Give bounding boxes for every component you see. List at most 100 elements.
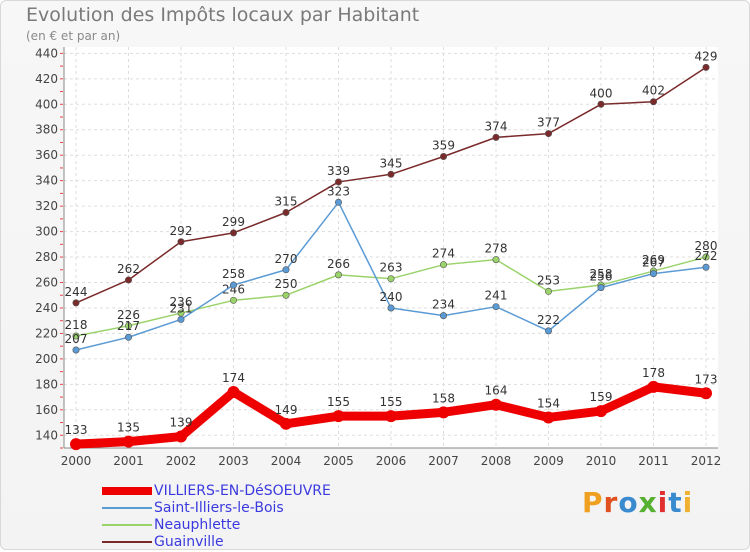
data-point xyxy=(700,387,712,400)
data-label: 269 xyxy=(642,253,665,267)
data-label: 266 xyxy=(327,257,350,271)
x-tick-label: 2001 xyxy=(113,454,144,468)
data-label: 246 xyxy=(222,282,245,296)
data-label: 174 xyxy=(222,371,245,385)
legend-swatch-saint-illiers xyxy=(102,507,152,509)
chart-title: Evolution des Impôts locaux par Habitant xyxy=(26,4,420,26)
x-tick-label: 2007 xyxy=(428,454,459,468)
logo-letter: o xyxy=(618,486,639,519)
data-label: 345 xyxy=(380,156,403,170)
data-label: 272 xyxy=(695,249,718,263)
data-label: 154 xyxy=(537,396,560,410)
data-label: 299 xyxy=(222,215,245,229)
data-label: 274 xyxy=(432,247,455,261)
data-point xyxy=(542,411,555,424)
data-point xyxy=(177,238,185,246)
data-label: 207 xyxy=(65,332,88,346)
data-point xyxy=(230,281,238,289)
data-point xyxy=(280,417,292,430)
logo-letter: i xyxy=(657,486,669,519)
data-point xyxy=(544,130,552,138)
data-label: 164 xyxy=(485,384,508,398)
data-label: 222 xyxy=(537,313,560,327)
data-point xyxy=(227,385,240,398)
data-point xyxy=(387,170,395,178)
data-point xyxy=(282,291,290,299)
data-label: 262 xyxy=(117,262,140,276)
x-tick-label: 2002 xyxy=(166,454,197,468)
legend-swatch-villiers xyxy=(102,487,152,495)
data-point xyxy=(282,266,290,274)
data-label: 278 xyxy=(485,242,508,256)
data-label: 359 xyxy=(432,138,455,152)
data-point xyxy=(702,263,710,271)
data-label: 400 xyxy=(590,86,613,100)
data-point xyxy=(332,410,345,423)
data-point xyxy=(70,438,82,451)
data-label: 256 xyxy=(590,270,613,284)
legend-swatch-neauphlette xyxy=(102,524,152,526)
data-label: 226 xyxy=(117,308,140,322)
y-tick-label: 420 xyxy=(35,72,58,86)
data-point xyxy=(595,405,607,418)
data-label: 258 xyxy=(590,267,613,281)
data-point xyxy=(492,133,500,141)
x-tick-label: 2008 xyxy=(481,454,512,468)
data-point xyxy=(439,152,447,160)
y-tick-label: 200 xyxy=(35,352,58,366)
x-tick-label: 2010 xyxy=(586,454,617,468)
data-label: 280 xyxy=(695,239,718,253)
y-tick-label: 320 xyxy=(35,199,58,213)
legend-label: VILLIERS-EN-DéSOEUVRE xyxy=(154,483,331,499)
data-point xyxy=(439,261,447,269)
data-point xyxy=(125,322,133,330)
logo-letter: t xyxy=(668,486,683,519)
data-point xyxy=(72,299,80,307)
data-label: 155 xyxy=(380,395,403,409)
legend-label: Saint-Illiers-le-Bois xyxy=(154,500,284,516)
data-point xyxy=(282,208,290,216)
data-point xyxy=(597,100,605,108)
data-point xyxy=(72,332,80,340)
data-point xyxy=(122,435,135,448)
data-label: 263 xyxy=(380,261,403,275)
data-label: 236 xyxy=(170,295,193,309)
y-tick-label: 380 xyxy=(35,123,58,137)
data-label: 173 xyxy=(695,372,718,386)
logo-letter: i xyxy=(682,486,694,519)
y-tick-label: 300 xyxy=(35,225,58,239)
y-tick-label: 240 xyxy=(35,301,58,315)
x-tick-label: 2006 xyxy=(376,454,407,468)
data-point xyxy=(597,284,605,292)
data-label: 178 xyxy=(642,366,665,380)
data-point xyxy=(544,327,552,335)
data-label: 155 xyxy=(327,395,350,409)
data-point xyxy=(125,333,133,341)
x-tick-label: 2012 xyxy=(691,454,722,468)
logo-letter: r xyxy=(603,486,619,519)
data-point xyxy=(702,253,710,261)
data-point xyxy=(649,270,657,278)
data-label: 240 xyxy=(380,290,403,304)
data-label: 250 xyxy=(275,277,298,291)
data-label: 374 xyxy=(485,119,508,133)
logo-letter: x xyxy=(638,486,658,519)
data-point xyxy=(702,63,710,71)
data-label: 244 xyxy=(65,285,88,299)
data-label: 339 xyxy=(327,164,350,178)
x-tick-label: 2003 xyxy=(218,454,249,468)
data-label: 231 xyxy=(170,301,193,315)
data-label: 218 xyxy=(65,318,88,332)
data-label: 217 xyxy=(117,319,140,333)
y-tick-label: 340 xyxy=(35,174,58,188)
y-tick-label: 160 xyxy=(35,403,58,417)
data-point xyxy=(437,406,450,419)
y-tick-label: 440 xyxy=(35,46,58,60)
data-label: 323 xyxy=(327,184,350,198)
data-point xyxy=(544,287,552,295)
data-point xyxy=(492,303,500,311)
data-point xyxy=(125,276,133,284)
data-point xyxy=(647,380,660,393)
data-label: 234 xyxy=(432,298,455,312)
